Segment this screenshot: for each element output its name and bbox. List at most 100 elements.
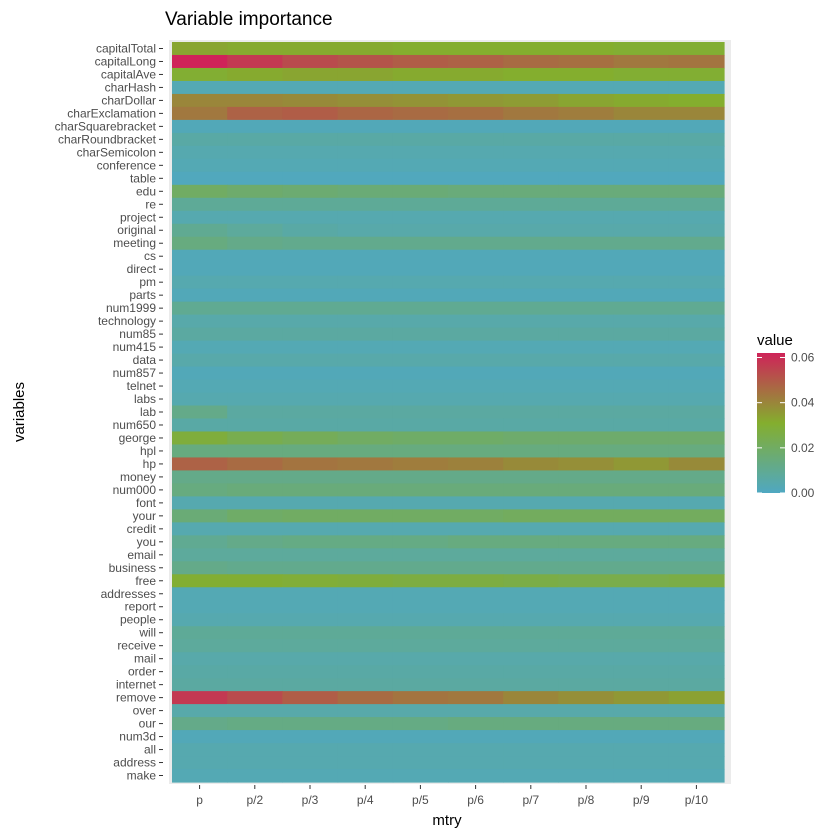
- heatmap-cell: [668, 405, 725, 420]
- heatmap-cell: [337, 379, 394, 394]
- y-tick-label: num000: [113, 483, 157, 497]
- heatmap-cell: [558, 67, 615, 82]
- y-tick-label: lab: [140, 405, 156, 419]
- heatmap-cell: [227, 470, 283, 485]
- heatmap-cell: [448, 405, 504, 420]
- heatmap-cell: [392, 145, 449, 160]
- heatmap-cell: [392, 574, 449, 588]
- heatmap-cell: [668, 561, 725, 575]
- heatmap-cell: [337, 42, 394, 56]
- heatmap-cell: [337, 587, 394, 601]
- heatmap-cell: [613, 509, 670, 523]
- heatmap-cell: [558, 301, 615, 316]
- heatmap-cell: [227, 418, 283, 433]
- heatmap-cell: [503, 652, 559, 666]
- heatmap-cell: [172, 548, 228, 562]
- heatmap-cell: [282, 93, 339, 108]
- heatmap-cell: [172, 574, 228, 588]
- heatmap-cell: [337, 314, 394, 329]
- x-tick-label: p/3: [302, 793, 319, 807]
- y-tick-label: order: [128, 665, 156, 679]
- heatmap-cell: [172, 652, 228, 666]
- heatmap-cell: [227, 340, 283, 355]
- heatmap-cell: [503, 236, 559, 251]
- heatmap-cell: [227, 769, 283, 783]
- heatmap-cell: [172, 457, 228, 472]
- heatmap-cell: [392, 262, 449, 277]
- heatmap-cell: [337, 535, 394, 549]
- heatmap-cell: [172, 392, 228, 407]
- heatmap-cell: [282, 756, 339, 770]
- heatmap-cell: [668, 210, 725, 225]
- heatmap-cell: [172, 210, 228, 225]
- y-tick-label: email: [127, 548, 156, 562]
- heatmap-cell: [448, 756, 504, 770]
- heatmap-cell: [668, 431, 725, 446]
- heatmap-cell: [613, 639, 670, 653]
- heatmap-cell: [392, 392, 449, 407]
- x-tick-label: p/10: [685, 793, 709, 807]
- heatmap-cell: [503, 639, 559, 653]
- heatmap-cell: [282, 587, 339, 601]
- heatmap-cell: [227, 197, 283, 212]
- heatmap-cell: [337, 509, 394, 523]
- heatmap-cell: [227, 80, 283, 95]
- heatmap-cell: [392, 665, 449, 679]
- heatmap-cell: [668, 327, 725, 342]
- heatmap-cell: [392, 405, 449, 420]
- heatmap-cell: [392, 600, 449, 614]
- heatmap-cell: [227, 639, 283, 653]
- heatmap-cell: [613, 756, 670, 770]
- heatmap-cell: [172, 119, 228, 134]
- heatmap-cell: [337, 145, 394, 160]
- heatmap-cell: [172, 275, 228, 290]
- heatmap-cell: [668, 42, 725, 56]
- heatmap-cell: [503, 210, 559, 225]
- heatmap-cell: [448, 314, 504, 329]
- heatmap-cell: [282, 340, 339, 355]
- heatmap-cell: [172, 665, 228, 679]
- heatmap-cell: [227, 119, 283, 134]
- heatmap-cell: [503, 626, 559, 640]
- heatmap-cell: [282, 275, 339, 290]
- heatmap-cell: [337, 522, 394, 536]
- heatmap-cell: [282, 197, 339, 212]
- heatmap-cell: [668, 392, 725, 407]
- heatmap-cell: [613, 236, 670, 251]
- heatmap-cell: [392, 314, 449, 329]
- heatmap-cell: [282, 743, 339, 757]
- heatmap-cell: [392, 366, 449, 381]
- heatmap-cell: [668, 184, 725, 199]
- heatmap-cell: [172, 106, 228, 121]
- heatmap-cell: [613, 626, 670, 640]
- heatmap-cell: [448, 158, 504, 173]
- heatmap-cells: [172, 42, 725, 783]
- heatmap-cell: [227, 210, 283, 225]
- heatmap-cell: [668, 379, 725, 394]
- heatmap-cell: [613, 184, 670, 199]
- heatmap-cell: [613, 54, 670, 69]
- heatmap-cell: [227, 613, 283, 627]
- heatmap-cell: [448, 743, 504, 757]
- heatmap-cell: [392, 613, 449, 627]
- heatmap-cell: [392, 106, 449, 121]
- heatmap-cell: [337, 743, 394, 757]
- heatmap-cell: [227, 171, 283, 186]
- heatmap-cell: [503, 548, 559, 562]
- heatmap-cell: [558, 379, 615, 394]
- heatmap-cell: [503, 613, 559, 627]
- heatmap-cell: [227, 574, 283, 588]
- heatmap-cell: [337, 496, 394, 510]
- heatmap-cell: [392, 353, 449, 368]
- y-tick-label: capitalTotal: [96, 41, 156, 55]
- heatmap-cell: [613, 574, 670, 588]
- heatmap-cell: [282, 119, 339, 134]
- y-tick-label: num1999: [106, 301, 156, 315]
- heatmap-cell: [337, 691, 394, 705]
- heatmap-cell: [448, 730, 504, 744]
- heatmap-cell: [227, 327, 283, 342]
- heatmap-cell: [558, 535, 615, 549]
- heatmap-cell: [448, 535, 504, 549]
- heatmap-cell: [613, 561, 670, 575]
- heatmap-cell: [392, 444, 449, 459]
